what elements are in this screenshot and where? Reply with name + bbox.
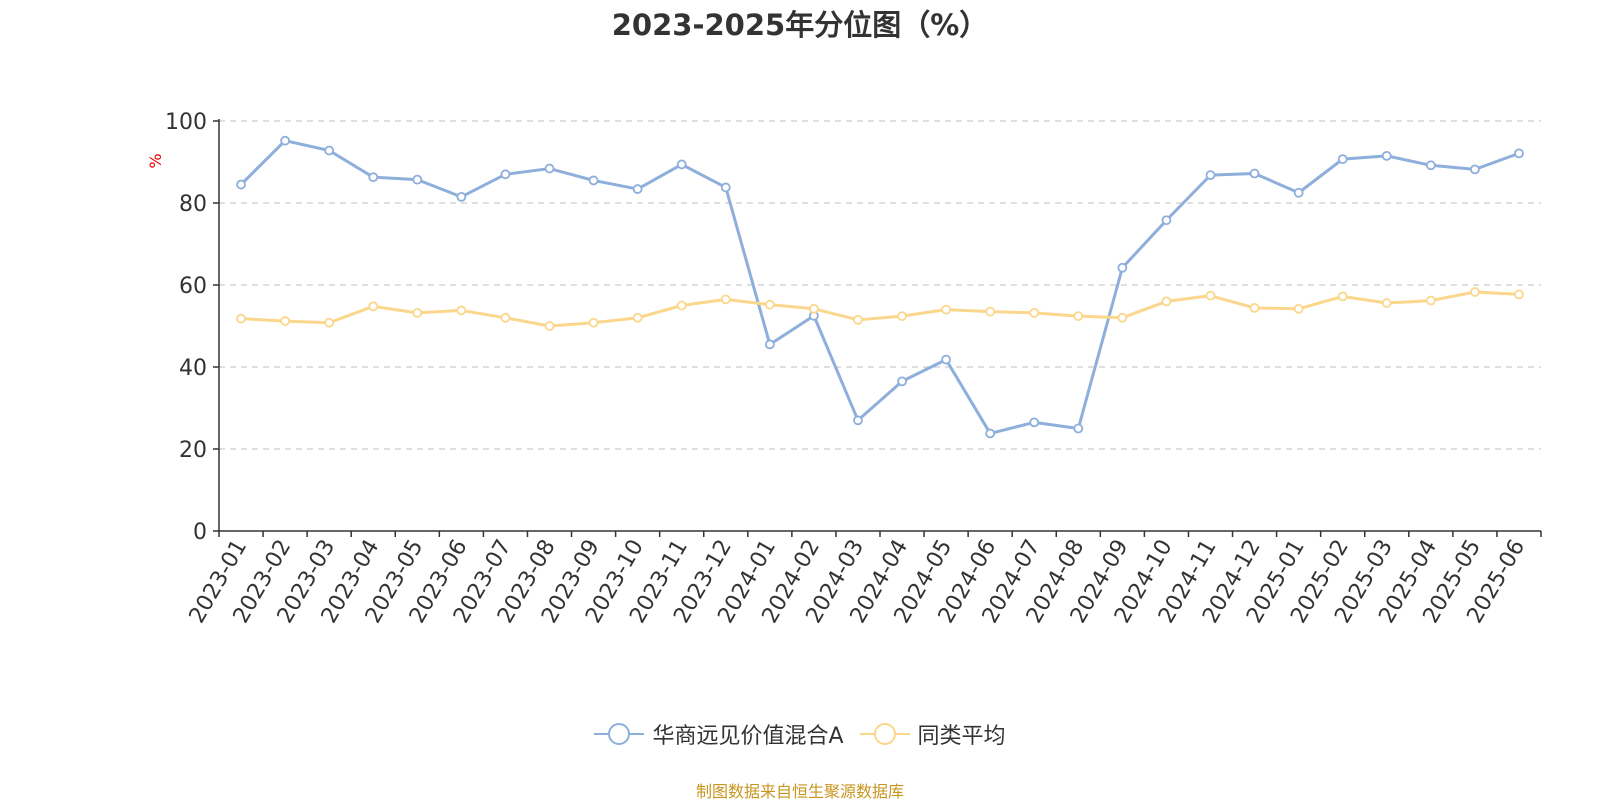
data-point-series-1 — [1205, 170, 1216, 181]
legend-label-series-1: 华商远见价值混合A — [652, 724, 844, 749]
data-point-series-2 — [1029, 307, 1040, 318]
data-point-series-1 — [764, 339, 775, 350]
data-point-series-2 — [544, 321, 555, 331]
data-point-series-1 — [500, 169, 511, 180]
legend-marker-series-2 — [859, 723, 910, 745]
data-point-series-1 — [1381, 150, 1392, 161]
data-point-series-1 — [1293, 187, 1304, 198]
data-point-series-1 — [1425, 160, 1436, 171]
data-point-series-1 — [1073, 423, 1084, 434]
y-tick-label: 100 — [165, 110, 207, 135]
legend: 华商远见价值混合A 同类平均 — [0, 718, 1600, 750]
data-point-series-1 — [544, 163, 555, 174]
data-point-series-1 — [456, 191, 467, 202]
data-point-series-1 — [985, 428, 996, 439]
line-chart: 020406080100%2023-012023-022023-032023-0… — [146, 110, 1542, 628]
series-line-1 — [239, 139, 1520, 435]
y-tick-label: 20 — [179, 438, 207, 463]
legend-marker-series-1 — [594, 723, 645, 745]
data-point-series-1 — [1470, 164, 1480, 175]
chart-title: 2023-2025年分位图（%） — [611, 8, 989, 42]
data-point-series-2 — [1381, 298, 1392, 308]
data-point-series-2 — [280, 316, 291, 326]
data-point-series-2 — [1161, 296, 1172, 307]
y-tick-label: 80 — [179, 192, 207, 217]
data-point-series-2 — [1470, 287, 1480, 297]
data-point-series-1 — [897, 376, 907, 387]
data-point-series-1 — [632, 184, 643, 194]
legend-item-series-2[interactable]: 同类平均 — [859, 718, 1006, 750]
data-point-series-2 — [500, 312, 511, 323]
data-point-series-1 — [1029, 417, 1040, 428]
y-axis-label: % — [146, 153, 165, 168]
data-point-series-2 — [1425, 295, 1436, 306]
data-point-series-2 — [985, 306, 996, 317]
data-point-series-2 — [809, 303, 819, 314]
data-point-series-2 — [1514, 289, 1524, 300]
data-point-series-2 — [324, 317, 335, 328]
data-point-series-2 — [1205, 290, 1216, 301]
data-point-series-2 — [588, 317, 599, 328]
y-tick-label: 60 — [179, 274, 207, 299]
data-point-series-2 — [1073, 311, 1084, 322]
data-point-series-2 — [1249, 303, 1260, 313]
legend-item-series-1[interactable]: 华商远见价值混合A — [594, 718, 844, 750]
data-point-series-1 — [853, 415, 863, 426]
data-point-series-1 — [1514, 148, 1524, 159]
legend-label-series-2: 同类平均 — [917, 724, 1006, 749]
data-point-series-1 — [236, 179, 246, 190]
data-point-series-1 — [1117, 262, 1128, 273]
data-point-series-1 — [941, 354, 951, 365]
data-point-series-2 — [456, 305, 467, 316]
data-point-series-1 — [324, 145, 335, 156]
data-point-series-1 — [412, 174, 423, 185]
data-point-series-2 — [676, 300, 687, 311]
data-point-series-2 — [368, 301, 379, 312]
source-note: 制图数据来自恒生聚源数据库 — [695, 782, 904, 801]
y-tick-label: 0 — [193, 520, 207, 545]
data-point-series-2 — [720, 294, 731, 305]
data-point-series-2 — [412, 307, 423, 318]
y-tick-label: 40 — [179, 356, 207, 381]
data-point-series-2 — [1293, 303, 1304, 314]
data-point-series-1 — [1161, 215, 1172, 226]
series-line-2 — [240, 290, 1520, 328]
data-point-series-1 — [720, 182, 731, 193]
data-point-series-2 — [1337, 291, 1348, 302]
data-point-series-1 — [588, 175, 599, 186]
data-point-series-2 — [897, 311, 907, 322]
data-point-series-2 — [1117, 312, 1128, 323]
data-point-series-2 — [941, 304, 951, 315]
data-point-series-1 — [368, 172, 379, 183]
data-point-series-2 — [764, 299, 775, 310]
data-point-series-1 — [280, 135, 291, 146]
data-point-series-2 — [853, 314, 863, 325]
data-point-series-1 — [676, 159, 687, 170]
data-point-series-2 — [632, 312, 643, 323]
data-point-series-1 — [1249, 168, 1260, 179]
data-point-series-1 — [1337, 154, 1348, 165]
data-point-series-2 — [236, 313, 246, 324]
